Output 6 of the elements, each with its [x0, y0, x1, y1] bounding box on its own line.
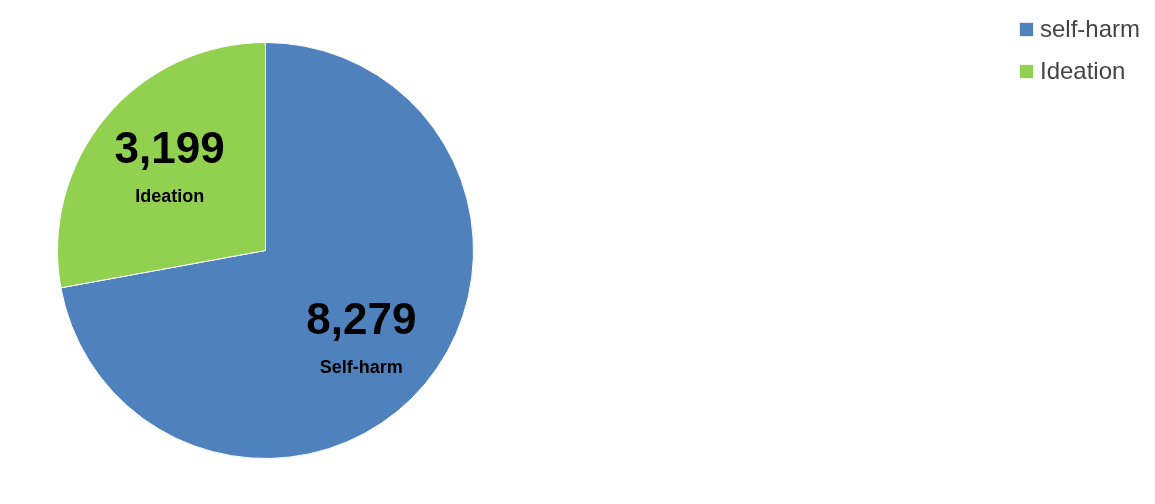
data-label: 8,279 — [306, 293, 417, 343]
data-label: 3,199 — [114, 122, 225, 172]
legend-label: self-harm — [1039, 15, 1140, 43]
legend-label: Ideation — [1039, 57, 1126, 85]
text: Ideation — [135, 186, 205, 207]
text: Self-harm — [319, 357, 403, 378]
